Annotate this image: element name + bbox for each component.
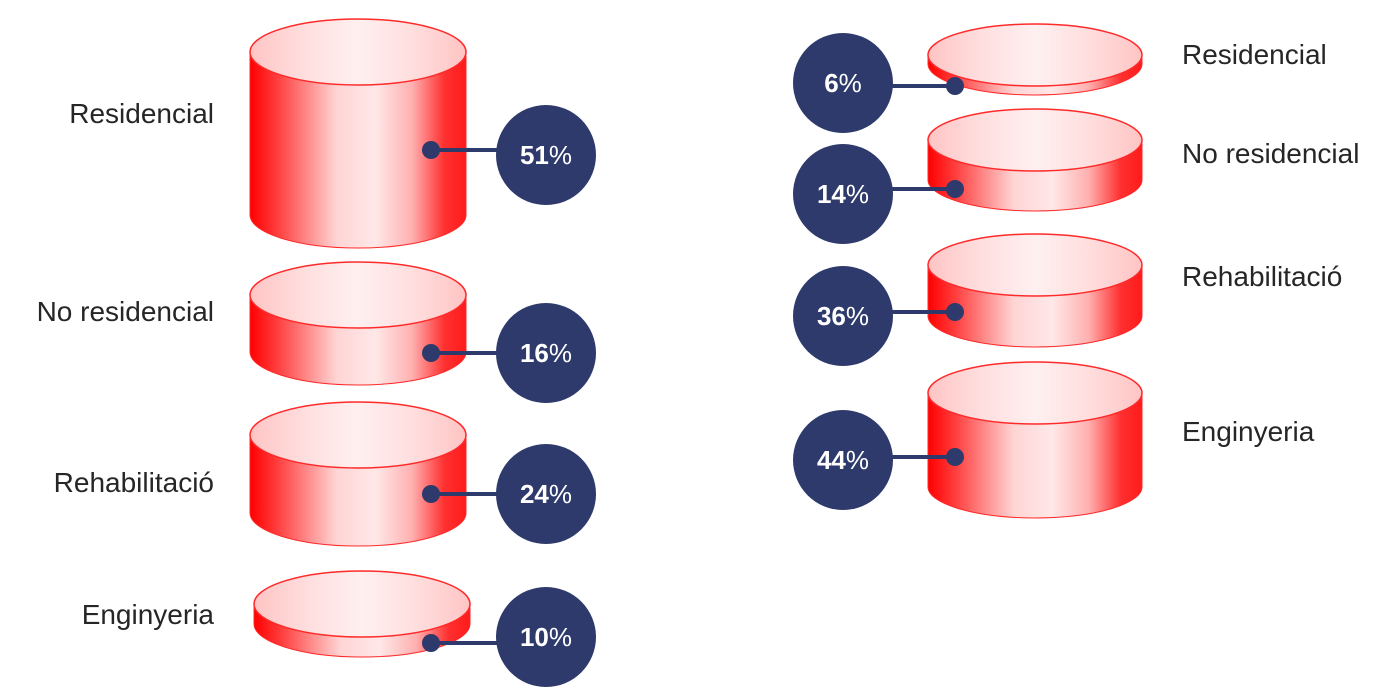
value-badge [496, 444, 596, 544]
value-label: 14% [817, 179, 869, 209]
value-badge [496, 303, 596, 403]
value-badge [793, 33, 893, 133]
cylinder-top [249, 261, 467, 329]
category-label: Residencial [1182, 39, 1327, 70]
category-label: Residencial [69, 98, 214, 129]
value-badge [496, 105, 596, 205]
connector-dot [422, 141, 440, 159]
category-label: Enginyeria [1182, 416, 1315, 447]
value-badge [496, 587, 596, 687]
cylinder-top [927, 361, 1143, 425]
bar-residencial-right: 6% Residencial [793, 23, 1327, 133]
cylinder-body [927, 392, 1143, 519]
bar-enginyeria-right: 44% Enginyeria [793, 361, 1315, 519]
bar-residencial-left: Residencial 51% [69, 18, 596, 249]
category-label: Enginyeria [82, 599, 215, 630]
cylinder-top [253, 570, 471, 638]
cylinder-top [927, 108, 1143, 172]
connector-dot [422, 485, 440, 503]
connector-dot [946, 303, 964, 321]
value-label: 44% [817, 445, 869, 475]
value-label: 10% [520, 622, 572, 652]
bar-enginyeria-left: Enginyeria 10% [82, 570, 596, 687]
connector-dot [946, 448, 964, 466]
category-label: Rehabilitació [1182, 261, 1342, 292]
value-label: 24% [520, 479, 572, 509]
value-label: 16% [520, 338, 572, 368]
category-label: Rehabilitació [54, 467, 214, 498]
value-badge [793, 410, 893, 510]
cylinder-top [249, 18, 467, 86]
connector-dot [946, 180, 964, 198]
category-label: No residencial [37, 296, 214, 327]
bar-no-residencial-right: 14% No residencial [793, 108, 1359, 244]
value-label: 51% [520, 140, 572, 170]
bar-no-residencial-left: No residencial 16% [37, 261, 596, 403]
connector-dot [422, 344, 440, 362]
value-badge [793, 144, 893, 244]
bar-rehabilitacio-left: Rehabilitació 24% [54, 401, 596, 547]
connector-dot [946, 77, 964, 95]
value-label: 36% [817, 301, 869, 331]
value-label: 6% [824, 68, 862, 98]
cylinder-top [927, 23, 1143, 87]
connector-dot [422, 634, 440, 652]
right-chart: 6% Residencial 14% No residencial 36% Re… [793, 23, 1359, 519]
cylinder-top [249, 401, 467, 469]
value-badge [793, 266, 893, 366]
cylinder-top [927, 233, 1143, 297]
left-chart: Residencial 51% No residencial 16% Rehab… [37, 18, 596, 687]
category-label: No residencial [1182, 138, 1359, 169]
bar-rehabilitacio-right: 36% Rehabilitació [793, 233, 1342, 366]
cylinder-body [249, 51, 467, 249]
